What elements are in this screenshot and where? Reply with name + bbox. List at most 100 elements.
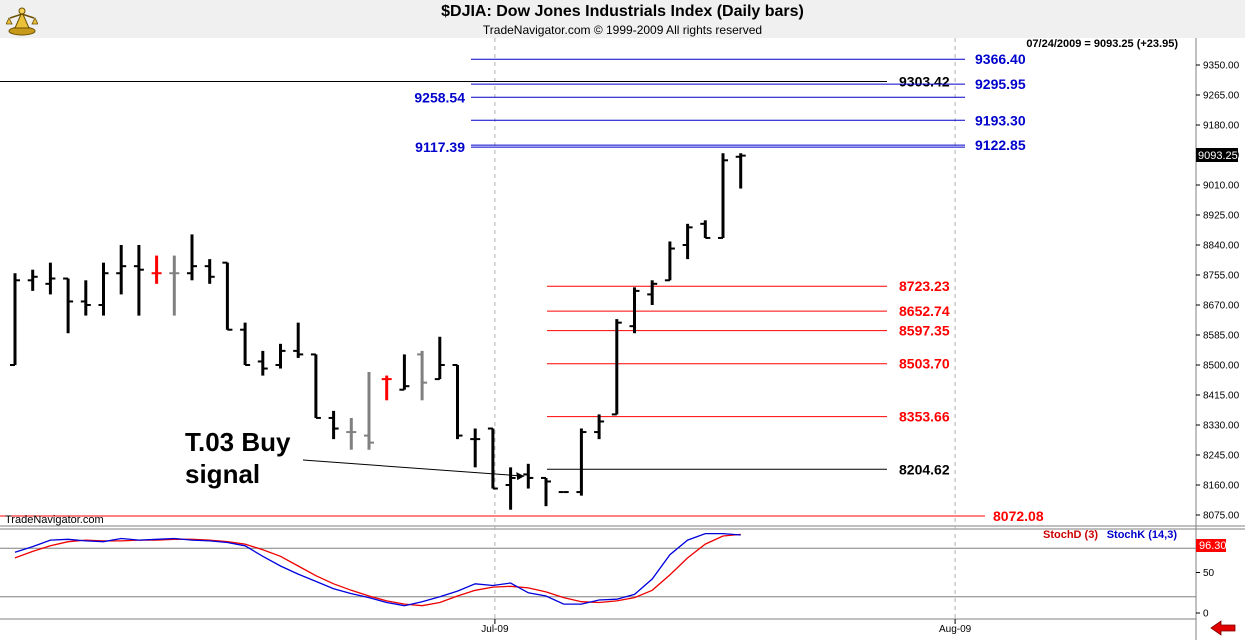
ohlc-bar xyxy=(187,234,197,281)
date-tick-label: Aug-09 xyxy=(939,624,972,635)
level-label: 9193.30 xyxy=(975,112,1026,128)
ohlc-bar xyxy=(310,353,321,419)
level-label: 9117.39 xyxy=(415,139,465,155)
stochk-legend: StochK (14,3) xyxy=(1107,529,1178,541)
price-tick-label: 8160.00 xyxy=(1203,481,1240,492)
ohlc-bar xyxy=(718,153,728,239)
price-tick-label: 8415.00 xyxy=(1203,391,1240,402)
support-resistance-lines: 9366.40 9303.42 9295.95 9258.54 9193.30 9122.… xyxy=(0,51,1044,524)
ohlc-bar xyxy=(505,467,516,510)
price-tick-label: 8840.00 xyxy=(1203,241,1240,252)
level-label: 8503.70 xyxy=(899,356,950,372)
chart-header: $DJIA: Dow Jones Industrials Index (Dail… xyxy=(0,0,1245,39)
level-label: 8204.62 xyxy=(899,461,950,477)
chart-subtitle: TradeNavigator.com © 1999-2009 All right… xyxy=(482,23,763,37)
price-tick-label: 8075.00 xyxy=(1203,511,1240,522)
buy-signal-label-line2: signal xyxy=(185,459,260,489)
buy-signal-label-line1: T.03 Buy xyxy=(185,427,291,457)
price-axis-panel xyxy=(1196,38,1245,526)
ohlc-bar xyxy=(275,343,286,369)
ohlc-bar xyxy=(576,428,587,496)
price-tick-label: 8500.00 xyxy=(1203,361,1240,372)
gold-trophy-icon xyxy=(6,7,38,36)
buy-signal-annotation: T.03 Buy signal xyxy=(185,427,525,489)
price-tick-label: 8670.00 xyxy=(1203,301,1240,312)
ohlc-bar xyxy=(487,427,498,490)
current-price-label: 9093.25 xyxy=(1198,150,1238,162)
ohlc-bar xyxy=(664,241,675,282)
ohlc-bar xyxy=(611,319,622,416)
price-bars xyxy=(10,153,746,510)
ohlc-bar xyxy=(682,223,693,260)
level-label: 9122.85 xyxy=(975,137,1026,153)
ohlc-bar xyxy=(240,322,251,366)
stochk-line xyxy=(14,532,741,607)
last-quote: 07/24/2009 = 9093.25 (+23.95) xyxy=(1026,38,1178,50)
ohlc-bar xyxy=(293,322,304,358)
ohlc-bar xyxy=(98,262,109,316)
ohlc-bar xyxy=(417,350,428,401)
level-label: 9258.54 xyxy=(414,89,465,105)
chart-title: $DJIA: Dow Jones Industrials Index (Dail… xyxy=(441,3,804,20)
price-panel xyxy=(0,38,1196,526)
ohlc-bar xyxy=(381,375,392,401)
oscillator-tick-label: 50 xyxy=(1203,568,1215,579)
current-price-marker: 9093.25 xyxy=(1196,148,1238,162)
ohlc-bar xyxy=(328,410,339,440)
price-tick-label: 9350.00 xyxy=(1203,61,1240,72)
level-label: 9303.42 xyxy=(899,73,950,89)
date-axis: Jul-09 Aug-09 xyxy=(481,619,972,635)
level-label: 9295.95 xyxy=(975,76,1026,92)
price-tick-label: 9265.00 xyxy=(1203,91,1240,102)
price-tick-label: 9180.00 xyxy=(1203,121,1240,132)
ohlc-bar xyxy=(204,259,215,284)
stochastic-panel: 50 0 xyxy=(0,532,1215,620)
price-tick-label: 9010.00 xyxy=(1203,181,1240,192)
ohlc-bar xyxy=(647,280,658,305)
price-tick-label: 8755.00 xyxy=(1203,271,1240,282)
ohlc-bar xyxy=(399,354,410,391)
level-label: 8597.35 xyxy=(899,323,950,339)
ohlc-bar xyxy=(116,245,127,295)
price-tick-label: 8925.00 xyxy=(1203,211,1240,222)
ohlc-bar xyxy=(10,273,20,366)
ohlc-bar xyxy=(523,463,534,489)
buy-signal-arrowhead xyxy=(516,472,525,481)
ohlc-bar xyxy=(735,153,746,189)
ohlc-bar xyxy=(151,255,162,284)
ohlc-bar xyxy=(222,261,233,331)
ohlc-bar xyxy=(434,336,445,381)
ohlc-bar xyxy=(133,245,144,316)
price-tick-label: 8245.00 xyxy=(1203,451,1240,462)
date-tick-label: Jul-09 xyxy=(481,624,509,635)
ohlc-bar xyxy=(27,269,38,291)
date-gridlines xyxy=(494,38,956,619)
level-label: 8723.23 xyxy=(899,278,950,294)
oscillator-value-label: 96.30 xyxy=(1199,540,1227,552)
ohlc-bar xyxy=(45,262,56,295)
level-label: 9366.40 xyxy=(975,51,1026,67)
scroll-left-arrow-icon[interactable] xyxy=(1209,620,1237,636)
price-tick-label: 8330.00 xyxy=(1203,421,1240,432)
ohlc-bar xyxy=(700,220,711,239)
watermark: TradeNavigator.com xyxy=(5,514,104,526)
ohlc-bar xyxy=(257,350,268,376)
ohlc-bar xyxy=(346,417,357,450)
ohlc-bar xyxy=(541,476,551,507)
ohlc-bar xyxy=(169,255,180,316)
oscillator-value-marker: 96.30 xyxy=(1196,539,1227,552)
ohlc-bar xyxy=(452,364,463,440)
ohlc-bar xyxy=(594,414,605,440)
ohlc-bar xyxy=(364,372,374,450)
buy-signal-arrow xyxy=(302,459,525,477)
oscillator-tick-label: 0 xyxy=(1203,609,1209,620)
ohlc-bar xyxy=(470,428,481,468)
price-tick-label: 8585.00 xyxy=(1203,331,1240,342)
level-label: 8652.74 xyxy=(899,303,950,319)
level-label: 8072.08 xyxy=(993,508,1044,524)
ohlc-bar xyxy=(80,280,91,316)
ohlc-bar xyxy=(63,277,74,334)
ohlc-bar xyxy=(629,287,640,334)
stochd-legend: StochD (3) xyxy=(1043,529,1098,541)
